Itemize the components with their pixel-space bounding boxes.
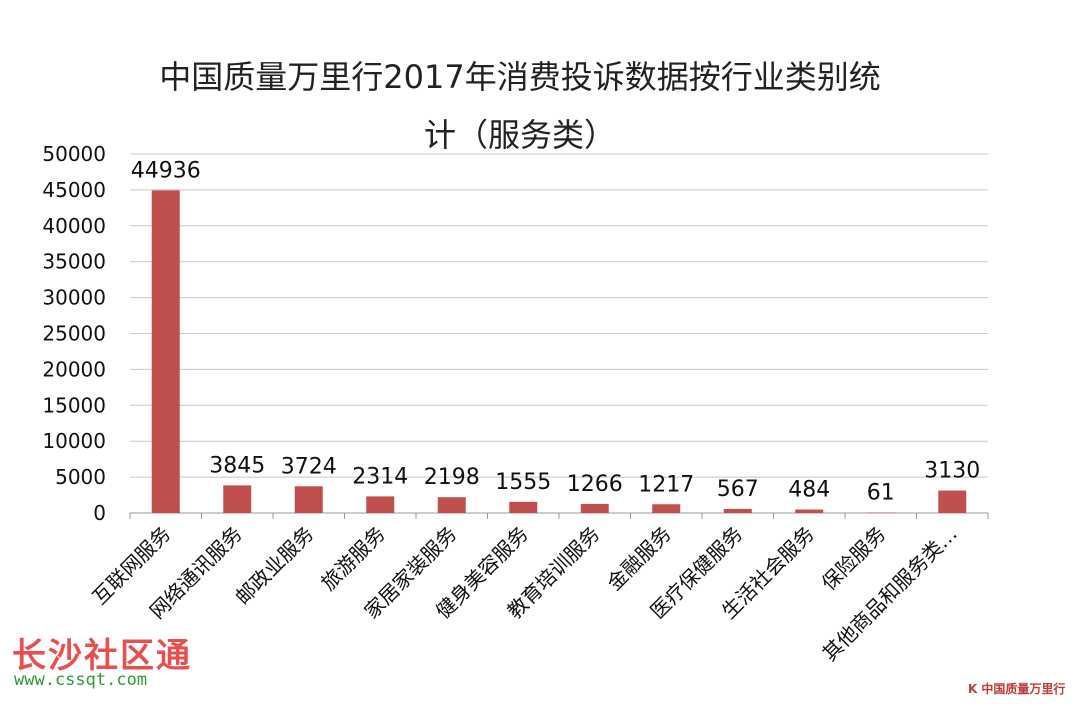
x-category-label: 金融服务: [602, 522, 676, 596]
chart-title-line1: 中国质量万里行2017年消费投诉数据按行业类别统: [159, 58, 881, 96]
x-category-label: 邮政业服务: [231, 522, 319, 610]
bar: [223, 485, 252, 513]
data-label: 1217: [638, 472, 694, 497]
bar: [437, 497, 466, 513]
x-category-label: 其他商品和服务类…: [818, 522, 962, 666]
data-label: 3130: [924, 459, 980, 484]
chart-title: 中国质量万里行2017年消费投诉数据按行业类别统 计（服务类）: [120, 48, 920, 164]
brand-logo: K 中国质量万里行: [968, 680, 1065, 697]
watermark-url: www.cssqt.com: [14, 670, 148, 690]
bar: [795, 509, 824, 513]
y-tick-label: 10000: [42, 429, 106, 453]
brand-text: 中国质量万里行: [981, 682, 1066, 696]
brand-mark-icon: K: [968, 682, 978, 696]
data-label: 1555: [495, 470, 551, 495]
data-label: 61: [867, 481, 895, 506]
y-tick-label: 15000: [42, 393, 106, 417]
x-category-label: 保险服务: [817, 522, 891, 596]
bar: [723, 508, 752, 513]
data-label: 3845: [209, 453, 265, 478]
data-label: 1266: [567, 472, 623, 497]
data-label: 567: [717, 477, 759, 502]
y-tick-label: 5000: [55, 465, 106, 489]
bar: [938, 490, 967, 513]
data-label: 2198: [424, 465, 480, 490]
bar: [580, 503, 609, 513]
y-tick-label: 25000: [42, 322, 106, 346]
data-label: 44936: [131, 158, 201, 183]
y-tick-label: 50000: [42, 142, 106, 166]
y-tick-label: 30000: [42, 286, 106, 310]
bar: [366, 496, 395, 513]
data-label: 484: [788, 478, 830, 503]
y-tick-label: 0: [93, 501, 106, 525]
bar: [294, 486, 323, 513]
watermark-logo: 长沙社区通: [12, 636, 192, 676]
chart-title-line2: 计（服务类）: [423, 116, 616, 154]
data-label: 2314: [352, 464, 408, 489]
x-category-label: 旅游服务: [316, 522, 390, 596]
y-tick-label: 40000: [42, 214, 106, 238]
data-label: 3724: [281, 454, 337, 479]
y-tick-label: 45000: [42, 178, 106, 202]
bar: [509, 501, 538, 513]
y-tick-label: 35000: [42, 250, 106, 274]
bar: [151, 190, 180, 513]
bar: [652, 504, 681, 513]
y-tick-label: 20000: [42, 357, 106, 381]
